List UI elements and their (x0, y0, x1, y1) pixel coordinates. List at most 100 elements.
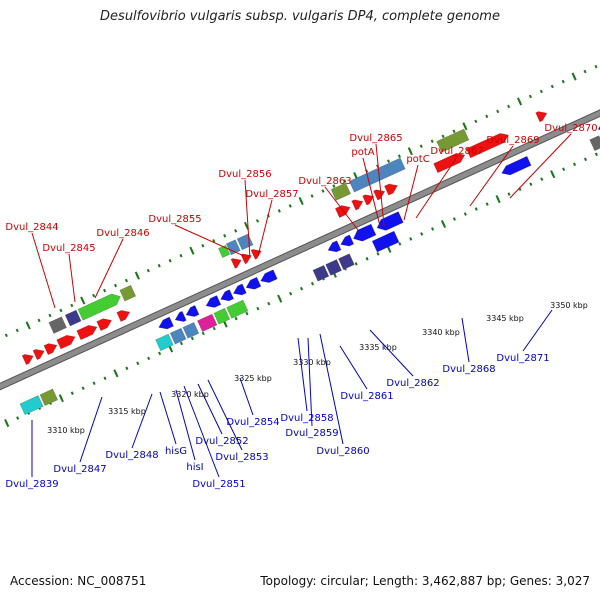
reverse-gene-2850 (220, 289, 235, 302)
reverse-gene-2852 (245, 276, 262, 290)
forward-gene-label: Dvul_2865 (349, 133, 402, 144)
tick-dot (234, 316, 238, 321)
reverse-gene-2858-shape (327, 240, 342, 253)
tick-dot (583, 69, 587, 74)
scale-labels: 3310 kbp 3315 kbp 3320 kbp 3325 kbp 3330 kbp… (47, 301, 588, 435)
forward-gene-2867-shape (436, 128, 470, 153)
reverse-gene-2859-shape (325, 259, 342, 276)
tick-dot (321, 189, 325, 193)
major-tick (495, 195, 501, 204)
forward-gene-2866d (384, 183, 398, 196)
reverse-leader-line (522, 309, 553, 352)
forward-gene-2846-shape (119, 284, 137, 302)
forward-gene-2857b-shape (236, 233, 254, 251)
reverse-gene-label: hisG (165, 446, 187, 457)
forward-gene-2866c (373, 189, 386, 201)
tick-dot (179, 341, 183, 346)
reverse-gene-2853-shape (260, 269, 278, 283)
tick-dot (474, 119, 478, 124)
reverse-gene-2852b-shape (226, 299, 249, 319)
forward-gene-label: Dvul_2870 (544, 123, 597, 134)
forward-gene-2845 (77, 293, 121, 321)
reverse-gene-2851-shape (232, 283, 247, 296)
reverse-gene-2849-shape (205, 295, 222, 308)
reverse-gene-2839 (19, 395, 44, 416)
reverse-gene-2848b-shape (185, 305, 200, 317)
forward-leader-line (375, 143, 385, 227)
reverse-gene-2847b (155, 333, 174, 352)
reverse-gene-2859 (325, 259, 342, 276)
tick-dot (234, 229, 238, 233)
major-tick (298, 196, 304, 206)
reverse-gene-2871c (589, 135, 600, 152)
tick-dot (594, 152, 598, 157)
forward-gene-2866c-shape (373, 189, 386, 201)
reverse-gene-2860b (338, 253, 355, 271)
tick-dot (15, 328, 19, 333)
forward-leader-line (257, 199, 273, 257)
reverse-gene-2871c-shape (589, 135, 600, 152)
forward-gene-2842-shape (32, 349, 45, 361)
major-tick (516, 97, 523, 106)
tick-dot (550, 84, 554, 89)
tick-dot (583, 157, 587, 162)
forward-leader-line (174, 224, 245, 257)
tick-dot (420, 232, 424, 236)
reverse-leader-line (307, 337, 313, 427)
forward-gene-2856b-shape (230, 258, 242, 269)
major-tick (80, 296, 86, 305)
tick-dot (223, 234, 227, 238)
tick-dot (485, 114, 489, 119)
tick-dot (310, 194, 314, 198)
forward-gene-2863b (334, 205, 351, 218)
tick-dot (158, 351, 162, 356)
forward-gene-2843b-shape (43, 343, 58, 356)
forward-gene-2844b-shape (56, 334, 76, 350)
scale-label: 3325 kbp (234, 374, 272, 383)
forward-gene-pot-shape (348, 157, 406, 193)
reverse-gene-2850-shape (220, 289, 235, 302)
tick-dot (397, 154, 401, 158)
tick-dot (267, 301, 271, 306)
forward-gene-2870 (535, 111, 548, 123)
forward-gene-pot (348, 157, 406, 193)
forward-gene-label: Dvul_2863 (298, 176, 351, 187)
scale-label: 3350 kbp (550, 301, 588, 310)
tick-dot (48, 313, 52, 318)
reverse-gene-2858b-shape (340, 234, 355, 247)
forward-gene-2863-shape (330, 182, 352, 201)
reverse-gene-label: Dvul_2848 (105, 450, 158, 461)
forward-gene-2857c (240, 253, 252, 265)
tick-dot (288, 204, 292, 208)
reverse-leader-line (297, 337, 308, 412)
reverse-leader-line (197, 383, 223, 435)
major-tick (113, 369, 119, 378)
forward-gene-label: Dvul_2869 (486, 135, 539, 146)
tick-dot (212, 238, 216, 243)
forward-gene-2857b (236, 233, 254, 251)
reverse-gene-2847-shape (158, 316, 174, 330)
scale-label: 3315 kbp (108, 407, 146, 416)
reverse-leader-line (79, 396, 103, 463)
major-tick (134, 271, 140, 280)
forward-gene-2863b-shape (334, 205, 351, 218)
reverse-gene-2871 (597, 119, 600, 132)
tick-dot (431, 227, 435, 231)
tick-dot (474, 207, 478, 211)
reverse-gene-label: Dvul_2852 (195, 436, 248, 447)
forward-gene-2857a (225, 239, 241, 256)
tick-dot (507, 192, 511, 196)
tick-dot (256, 306, 260, 311)
forward-gene-label: Dvul_2856 (218, 169, 271, 180)
forward-gene-2869 (465, 133, 509, 159)
scale-label: 3345 kbp (486, 314, 524, 323)
major-tick (550, 170, 556, 179)
forward-gene-2843 (48, 316, 67, 334)
forward-leader-line (415, 156, 458, 219)
reverse-gene-label: Dvul_2868 (442, 364, 495, 375)
forward-gene-2865b (351, 199, 364, 211)
reverse-gene-hisI-shape (213, 307, 231, 325)
reverse-leader-line (175, 389, 196, 461)
tick-dot (376, 252, 380, 256)
reverse-gene-label: Dvul_2851 (192, 479, 245, 490)
